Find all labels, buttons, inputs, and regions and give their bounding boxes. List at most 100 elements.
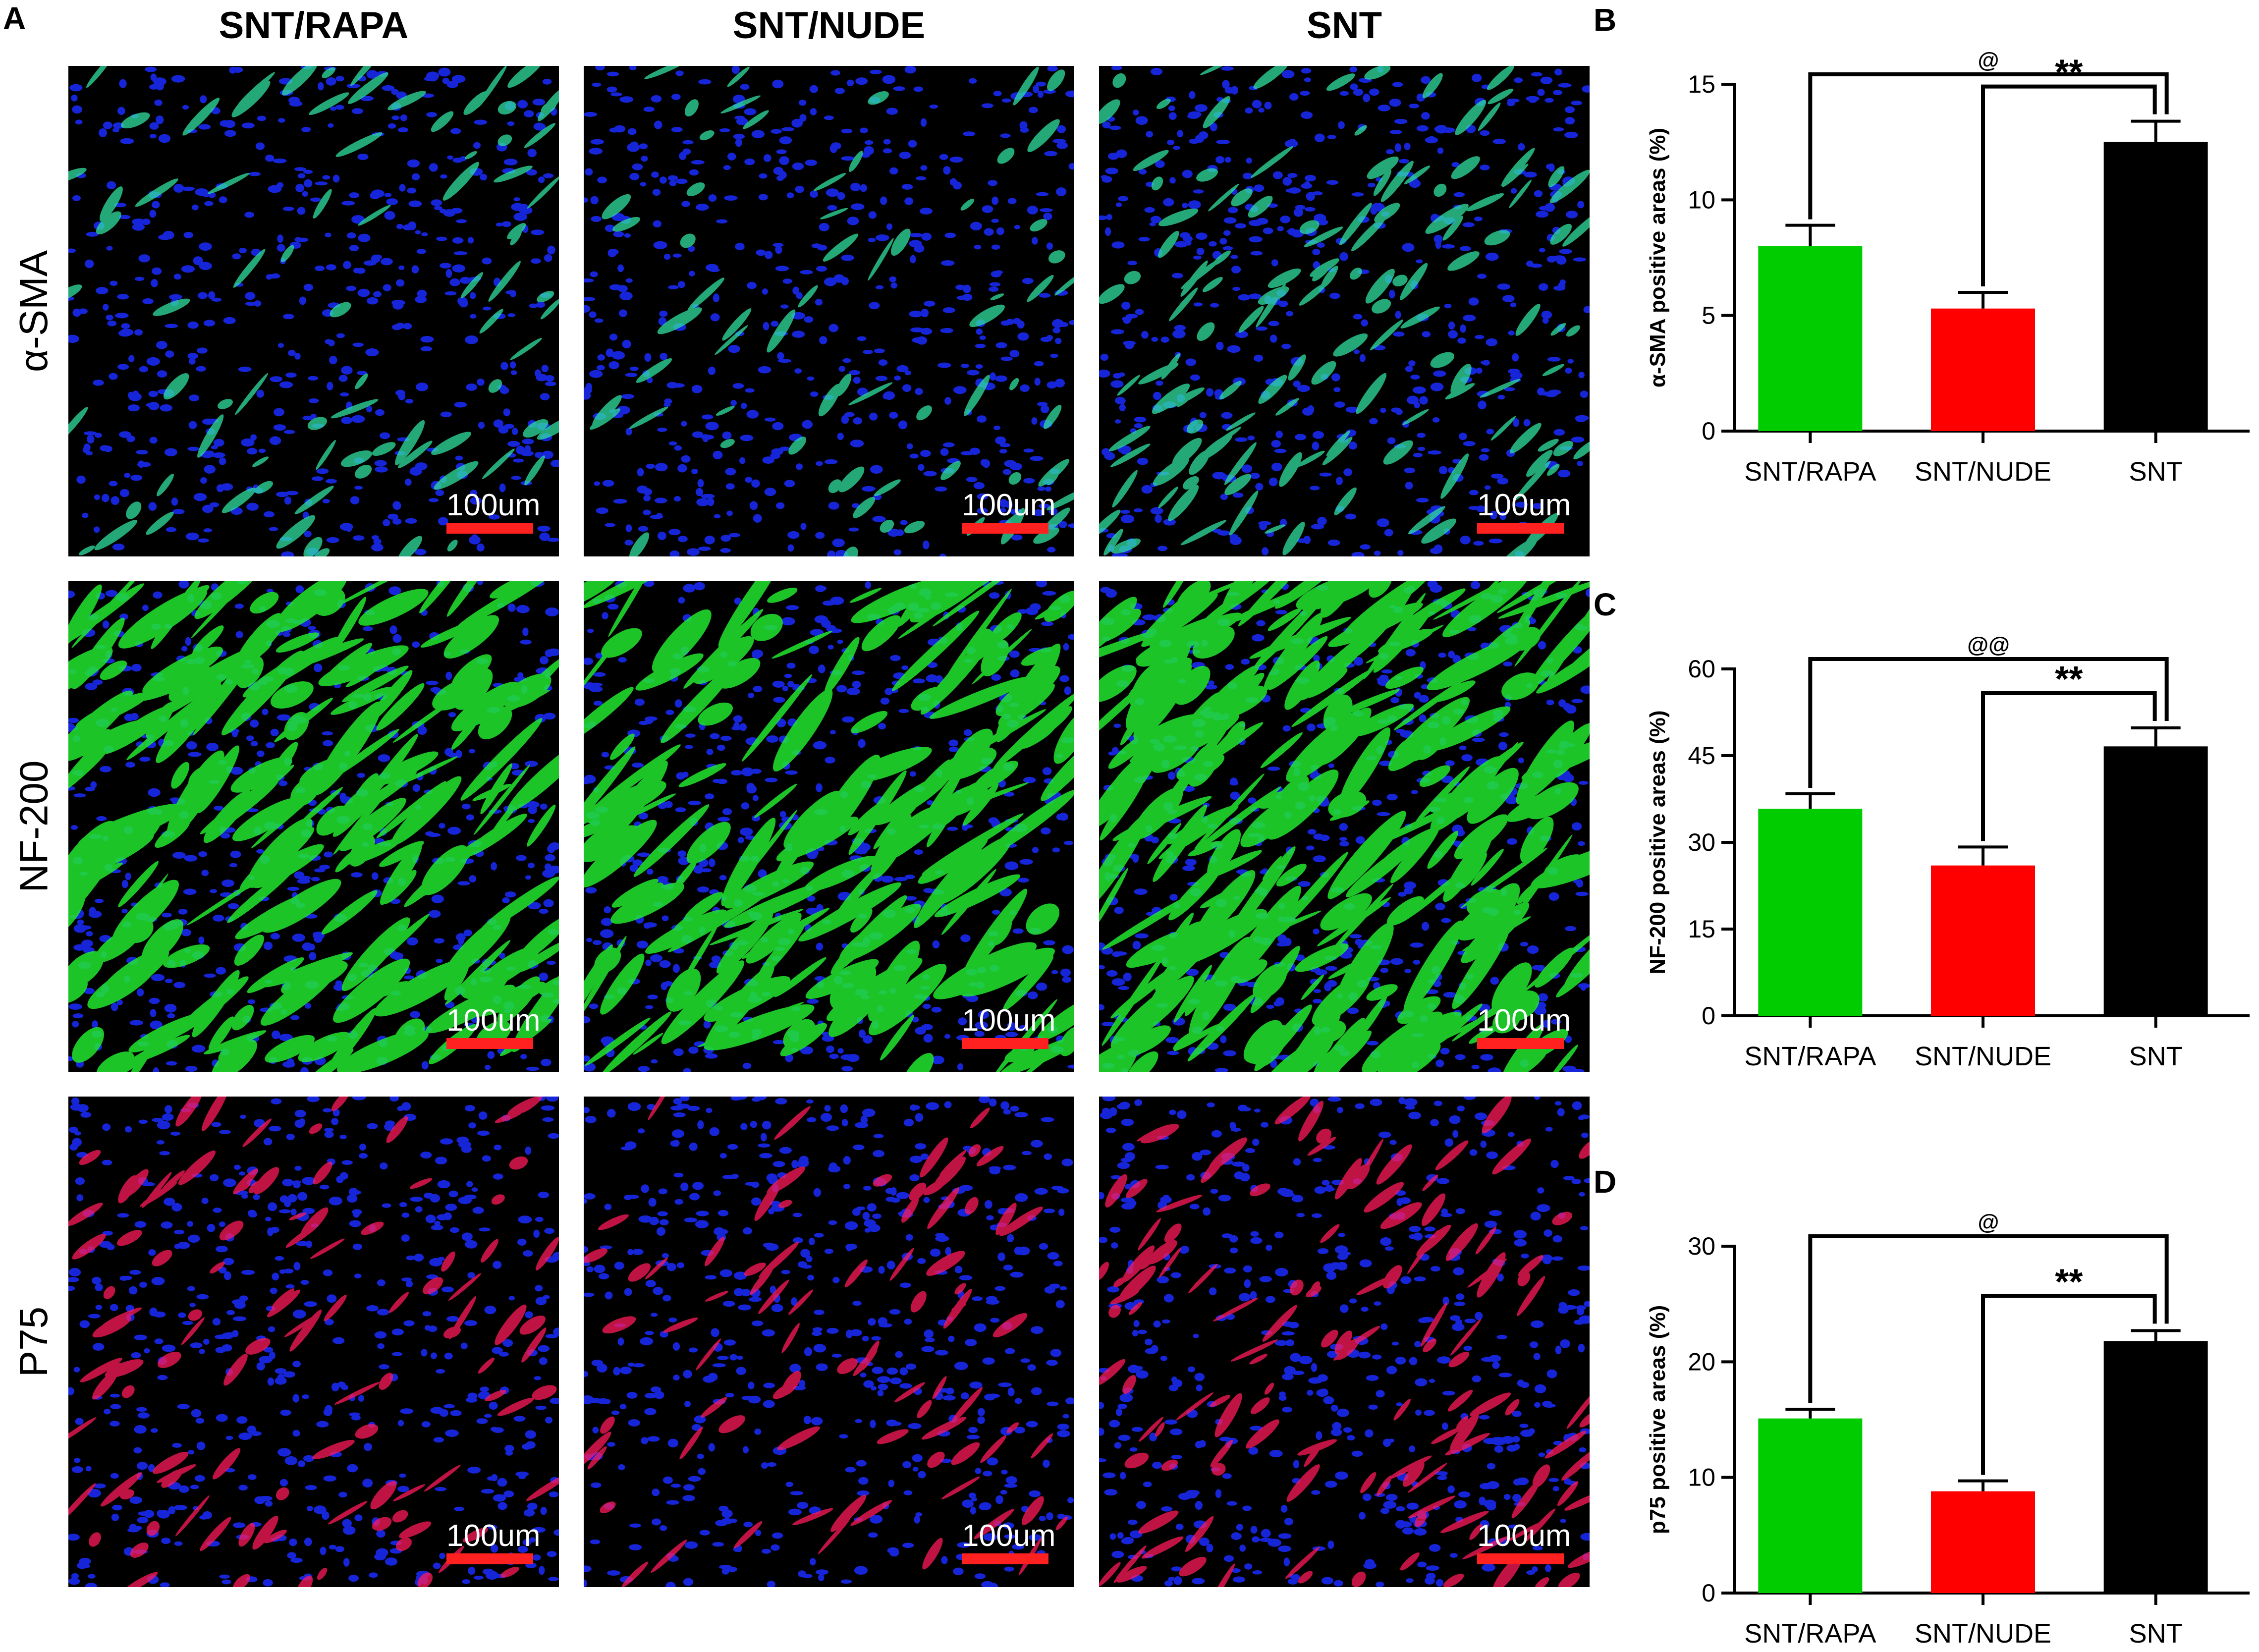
significance-label: @@ xyxy=(1967,633,2010,657)
y-axis-label: NF-200 positive areas (%) xyxy=(1646,710,1670,974)
error-bar xyxy=(1958,845,2008,866)
error-bar xyxy=(2131,726,2181,747)
y-tick-label: 0 xyxy=(1702,1002,1715,1030)
scale-bar-label: 100um xyxy=(1477,1519,1571,1553)
scale-bar-label: 100um xyxy=(446,488,541,522)
bar-snt-nude xyxy=(1931,308,2035,431)
y-tick-label: 5 xyxy=(1702,302,1715,330)
significance-bracket xyxy=(1808,72,2169,220)
significance-label: @ xyxy=(1978,48,1999,72)
scale-bar-line xyxy=(962,1553,1048,1564)
panel-label-a: A xyxy=(3,0,26,36)
scale-bar-line xyxy=(1477,523,1564,534)
x-tick-label: SNT/NUDE xyxy=(1915,457,2051,487)
micrograph--sma-snt-nude: 100um xyxy=(584,66,1074,556)
scale-bar: 100um xyxy=(962,488,1056,534)
bar-snt xyxy=(2103,746,2208,1016)
y-tick-label: 0 xyxy=(1702,417,1715,445)
scale-bar-line xyxy=(446,1553,533,1564)
micrograph-p75-snt-rapa: 100um xyxy=(68,1097,559,1587)
significance-bracket xyxy=(1981,691,2157,841)
y-tick-label: 20 xyxy=(1688,1348,1715,1376)
column-header-snt: SNT xyxy=(1307,4,1382,47)
panel-label-b: B xyxy=(1594,2,1616,38)
bar-snt-rapa xyxy=(1758,809,1863,1016)
significance-bracket xyxy=(1981,1294,2157,1475)
bar-snt-nude xyxy=(1931,865,2035,1016)
y-tick-label: 30 xyxy=(1688,828,1715,856)
error-bar xyxy=(1958,291,2008,309)
scale-bar: 100um xyxy=(446,1521,541,1564)
scale-bar-label: 100um xyxy=(962,1003,1056,1038)
scale-bar: 100um xyxy=(962,1519,1056,1564)
significance-bracket xyxy=(1808,1234,2169,1403)
error-bar xyxy=(1785,1408,1835,1419)
x-tick-label: SNT xyxy=(2129,457,2183,487)
y-axis-label: α-SMA positive areas (%) xyxy=(1646,128,1670,387)
y-tick-label: 30 xyxy=(1688,1232,1715,1260)
scale-bar-label: 100um xyxy=(446,1003,541,1038)
micrograph-nf-200-snt-nude: 100um xyxy=(584,581,1074,1072)
scale-bar: 100um xyxy=(1477,488,1571,534)
scale-bar-label: 100um xyxy=(1477,488,1571,522)
scale-bar: 100um xyxy=(446,1003,541,1049)
scale-bar: 100um xyxy=(1477,1003,1571,1049)
y-tick-label: 15 xyxy=(1688,915,1715,943)
x-tick-label: SNT/NUDE xyxy=(1915,1042,2051,1071)
scale-bar: 100um xyxy=(1477,1519,1571,1564)
bar-snt-nude xyxy=(1931,1491,2035,1593)
chart-c-nf-200: C NF-200 positive areas (%) 0 15 30 45 60 SNT/R… xyxy=(1594,587,2250,1071)
x-tick-label: SNT/RAPA xyxy=(1744,457,1876,487)
scale-bar-label: 100um xyxy=(962,1519,1056,1553)
significance-label: ** xyxy=(2055,660,2083,699)
x-tick-label: SNT xyxy=(2129,1619,2183,1649)
bar-snt xyxy=(2103,1341,2208,1593)
significance-bracket xyxy=(1981,84,2157,286)
x-tick-label: SNT xyxy=(2129,1042,2183,1071)
y-tick-label: 60 xyxy=(1688,655,1715,683)
error-bar xyxy=(1785,792,1835,809)
micrograph--sma-snt-rapa: 100um xyxy=(68,66,559,556)
scale-bar: 100um xyxy=(962,1003,1056,1049)
chart-b-alpha-sma: Bα-SMA positive areas (%) 0 5 10 15 SNT/RAPA S… xyxy=(1594,2,2250,487)
scale-bar-line xyxy=(1477,1553,1564,1564)
scale-bar-line xyxy=(446,1038,533,1049)
significance-bracket xyxy=(1808,657,2169,788)
error-bar xyxy=(2131,119,2181,142)
micrograph-nf-200-snt: 100um xyxy=(1099,581,1590,1072)
x-tick-label: SNT/RAPA xyxy=(1744,1619,1876,1649)
scale-bar-label: 100um xyxy=(1477,1003,1571,1038)
y-tick-label: 10 xyxy=(1688,1464,1715,1491)
scale-bar-line xyxy=(962,523,1048,534)
column-header-snt-nude: SNT/NUDE xyxy=(732,4,926,47)
scale-bar-line xyxy=(446,523,533,534)
x-tick-label: SNT/NUDE xyxy=(1915,1619,2051,1649)
scale-bar-label: 100um xyxy=(962,488,1056,522)
row-header-alpha-sma: α-SMA xyxy=(11,250,56,373)
row-header-p75: P75 xyxy=(11,1306,56,1377)
bar-snt xyxy=(2103,142,2208,432)
y-tick-label: 0 xyxy=(1702,1579,1715,1607)
error-bar xyxy=(2131,1329,2181,1341)
bar-snt-rapa xyxy=(1758,246,1863,431)
row-header-nf-200: NF-200 xyxy=(11,760,55,893)
micrograph--sma-snt: 100um xyxy=(1099,66,1590,556)
significance-label: ** xyxy=(2055,53,2083,93)
micrograph-nf-200-snt-rapa: 100um xyxy=(68,581,559,1072)
error-bar xyxy=(1785,223,1835,246)
scale-bar: 100um xyxy=(446,488,541,534)
micrograph-p75-snt: 100um xyxy=(1099,1097,1590,1587)
y-axis-label: p75 positive areas (%) xyxy=(1646,1305,1670,1534)
column-header-snt-rapa: SNT/RAPA xyxy=(219,4,409,47)
micrograph-p75-snt-nude: 100um xyxy=(584,1097,1074,1587)
x-tick-label: SNT/RAPA xyxy=(1744,1042,1876,1071)
panel-label-d: D xyxy=(1594,1164,1616,1200)
panel-label-c: C xyxy=(1594,587,1616,622)
significance-label: @ xyxy=(1978,1210,1999,1234)
error-bar xyxy=(1958,1479,2008,1491)
y-tick-label: 45 xyxy=(1688,742,1715,770)
significance-label: ** xyxy=(2055,1262,2083,1302)
y-tick-label: 10 xyxy=(1688,186,1715,214)
y-tick-label: 15 xyxy=(1688,70,1715,98)
